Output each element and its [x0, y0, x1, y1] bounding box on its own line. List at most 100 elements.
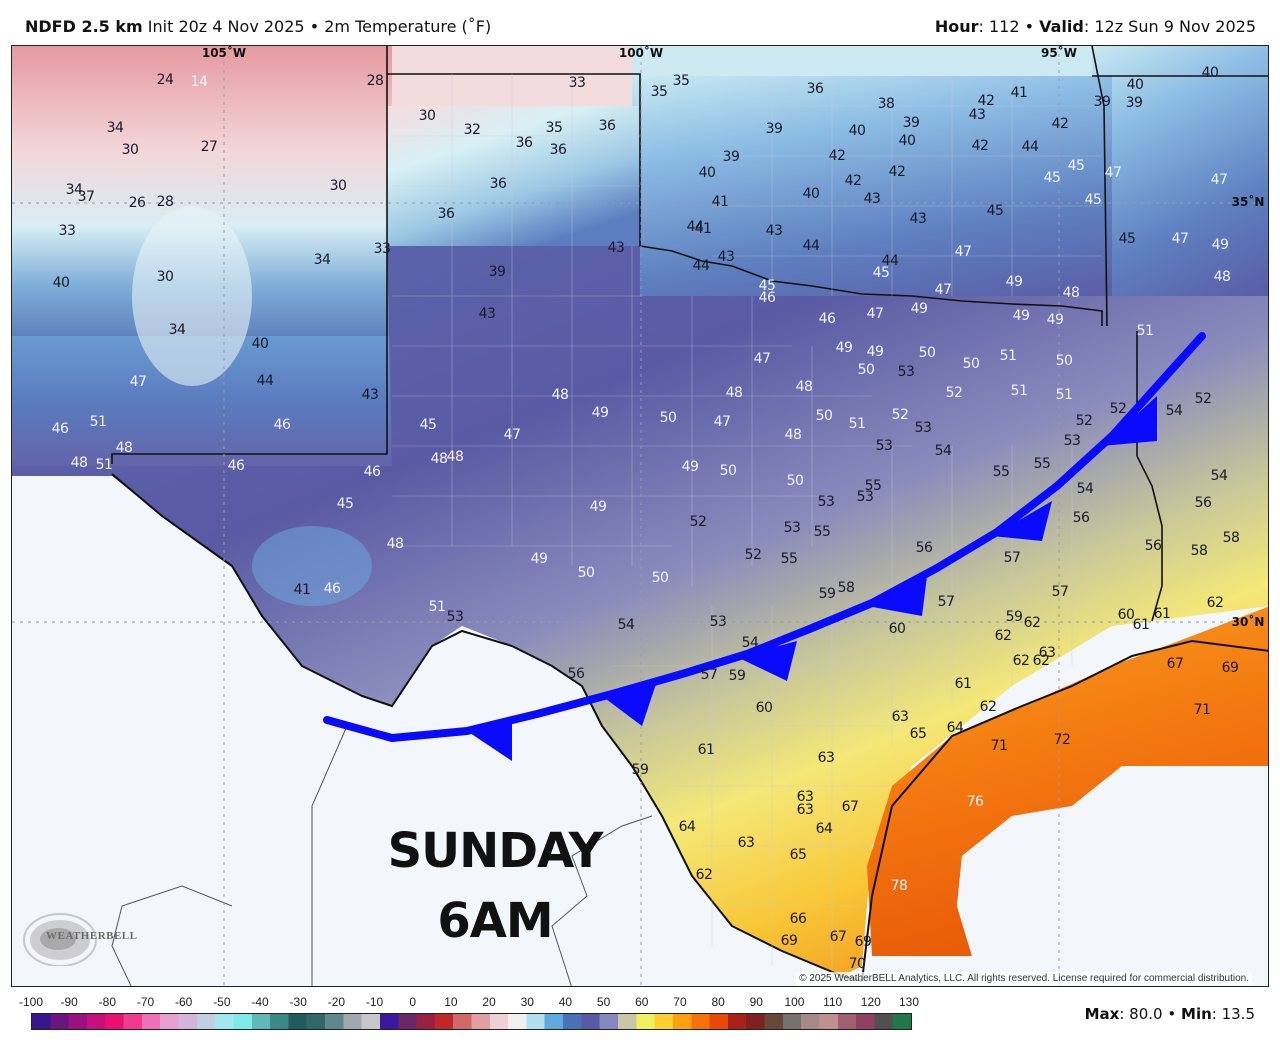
max-value: : 80.0 [1119, 1005, 1163, 1023]
temperature-label: 36 [489, 176, 507, 192]
temperature-label: 30 [329, 178, 347, 194]
max-label: Max [1084, 1005, 1120, 1023]
temperature-label: 49 [1005, 274, 1023, 290]
temperature-label: 40 [52, 275, 70, 291]
temperature-label: 48 [725, 385, 743, 401]
temperature-label: 41 [711, 194, 729, 210]
valid-time-header: Hour: 112 • Valid: 12z Sun 9 Nov 2025 [935, 17, 1256, 36]
temperature-label: 42 [828, 148, 846, 164]
temperature-label: 36 [806, 81, 824, 97]
temperature-label: 62 [1012, 653, 1030, 669]
header-separator: • [1024, 17, 1035, 36]
temperature-label: 45 [336, 496, 354, 512]
temperature-label: 54 [741, 635, 759, 651]
color-legend: -100 -90 -80 -70 -60 -50 -40 -30 -20 -10 0 10 20 30 40… [0, 992, 1280, 1051]
temperature-label: 49 [530, 551, 548, 567]
legend-tick-labels: -100 -90 -80 -70 -60 -50 -40 -30 -20 -10 0 10 20 30 40… [0, 995, 960, 1011]
temperature-label: 58 [837, 580, 855, 596]
temperature-label: 44 [692, 258, 710, 274]
temperature-label: 62 [1032, 653, 1050, 669]
temperature-label: 57 [1051, 584, 1069, 600]
temperature-label: 45 [1118, 231, 1136, 247]
temperature-label: 42 [977, 93, 995, 109]
temperature-label: 46 [227, 458, 245, 474]
temperature-label: 48 [1062, 285, 1080, 301]
temperature-label: 49 [1012, 308, 1030, 324]
temperature-label: 44 [881, 253, 899, 269]
temperature-label: 42 [844, 173, 862, 189]
temperature-label: 61 [1132, 617, 1150, 633]
valid-value: : 12z Sun 9 Nov 2025 [1083, 17, 1256, 36]
temperature-label: 39 [1093, 94, 1111, 110]
temperature-label: 56 [915, 540, 933, 556]
temperature-label: 76 [966, 794, 984, 810]
temperature-label: 56 [567, 666, 585, 682]
cold-pocket-big-bend [252, 526, 372, 606]
graticule-lines [12, 46, 1268, 986]
temperature-label: 52 [1194, 391, 1212, 407]
temperature-label: 39 [722, 149, 740, 165]
cold-front [323, 332, 1206, 761]
temperature-label: 62 [695, 867, 713, 883]
temperature-label: 45 [1084, 192, 1102, 208]
temperature-label: 53 [446, 609, 464, 625]
temperature-label: 46 [818, 311, 836, 327]
temperature-label: 45 [986, 203, 1004, 219]
temperature-label: 45 [1043, 170, 1061, 186]
temperature-label: 53 [1063, 433, 1081, 449]
legend-tick: 0 [409, 995, 417, 1009]
temperature-label: 33 [373, 241, 391, 257]
temperature-label: 63 [796, 789, 814, 805]
temperature-label: 40 [898, 133, 916, 149]
temperature-label: 47 [129, 374, 147, 390]
temperature-label: 43 [607, 240, 625, 256]
legend-tick: -100 [18, 995, 44, 1009]
texas-region [12, 246, 1268, 976]
temperature-label: 49 [1046, 312, 1064, 328]
temperature-label: 42 [1051, 116, 1069, 132]
sunday-6am-annotation: SUNDAY 6AM [388, 816, 604, 956]
temperature-label: 65 [909, 726, 927, 742]
hour-label: Hour [934, 17, 979, 36]
temperature-label: 47 [503, 427, 521, 443]
temperature-label: 59 [1005, 609, 1023, 625]
mexico-state-lines [111, 725, 653, 986]
temperature-label: 70 [848, 956, 866, 972]
legend-tick: -10 [365, 995, 384, 1009]
temperature-label: 43 [909, 211, 927, 227]
temperature-label: 54 [1210, 468, 1228, 484]
logo-text: WEATHERBELL [46, 930, 138, 942]
temperature-label: 50 [659, 410, 677, 426]
temperature-label: 50 [651, 570, 669, 586]
temperature-label: 45 [872, 265, 890, 281]
temperature-label: 47 [1171, 231, 1189, 247]
temperature-label: 51 [999, 348, 1017, 364]
temperature-label: 43 [863, 191, 881, 207]
temperature-label: 43 [478, 306, 496, 322]
graticule-label: 95˚W [1041, 46, 1077, 60]
temperature-label: 57 [937, 594, 955, 610]
temperature-label: 50 [962, 356, 980, 372]
temperature-label: 50 [719, 463, 737, 479]
county-lines [392, 74, 1102, 976]
temperature-label: 39 [1125, 95, 1143, 111]
temperature-label: 67 [1166, 656, 1184, 672]
copyright-notice: © 2025 WeatherBELL Analytics, LLC. All r… [796, 972, 1252, 985]
temperature-label: 52 [1109, 401, 1127, 417]
front-triangle [467, 721, 512, 761]
temperature-label: 27 [200, 139, 218, 155]
southern-nm-region [12, 336, 392, 466]
temperature-label: 51 [1136, 323, 1154, 339]
map-title: NDFD 2.5 km Init 20z 4 Nov 2025 • 2m Tem… [25, 17, 491, 36]
model-name: NDFD 2.5 km [25, 17, 143, 36]
temperature-label: 63 [796, 802, 814, 818]
weatherbell-logo: WEATHERBELL [20, 906, 140, 967]
temperature-label: 50 [918, 345, 936, 361]
legend-tick: -80 [98, 995, 117, 1009]
gulf-no-data [957, 766, 1268, 986]
temperature-label: 49 [589, 499, 607, 515]
overlay-line-2: 6AM [437, 893, 553, 949]
temperature-label: 28 [156, 194, 174, 210]
temperature-label: 54 [1165, 403, 1183, 419]
gulf-of-mexico-warm [867, 606, 1268, 956]
